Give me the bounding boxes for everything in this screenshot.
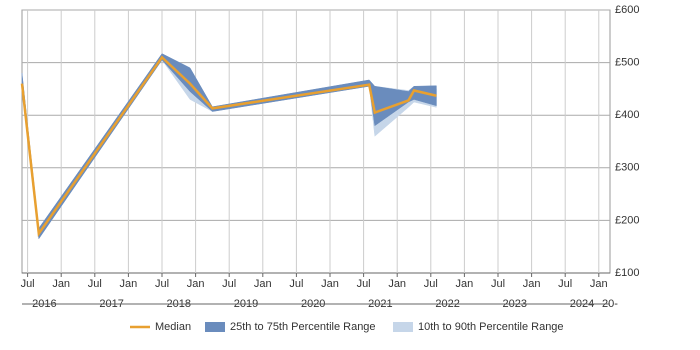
x-year-label: 20- [602, 298, 618, 310]
legend-swatch [205, 322, 225, 332]
x-tick-label: Jan [120, 278, 138, 290]
percentile-band [21, 53, 437, 240]
y-tick-label: £100 [615, 267, 639, 279]
x-tick-label: Jan [321, 278, 339, 290]
x-tick-label: Jul [155, 278, 169, 290]
x-tick-label: Jan [456, 278, 474, 290]
x-tick-label: Jul [357, 278, 371, 290]
x-tick-label: Jul [289, 278, 303, 290]
legend-swatch [393, 322, 413, 332]
legend-label: 25th to 75th Percentile Range [230, 321, 376, 333]
x-tick-label: Jan [52, 278, 70, 290]
x-tick-label: Jul [21, 278, 35, 290]
x-tick-label: Jan [388, 278, 406, 290]
x-tick-label: Jul [222, 278, 236, 290]
x-tick-label: Jan [590, 278, 608, 290]
median-line [20, 55, 437, 237]
y-tick-label: £300 [615, 162, 639, 174]
x-tick-label: Jan [523, 278, 541, 290]
y-tick-label: £600 [615, 4, 639, 16]
x-tick-label: Jul [491, 278, 505, 290]
x-tick-label: Jul [558, 278, 572, 290]
y-tick-label: £400 [615, 109, 639, 121]
plot-area [21, 9, 611, 274]
y-tick-label: £200 [615, 214, 639, 226]
x-tick-label: Jul [424, 278, 438, 290]
legend-label: 10th to 90th Percentile Range [418, 321, 564, 333]
y-tick-label: £500 [615, 57, 639, 69]
x-tick-label: Jan [187, 278, 205, 290]
x-tick-label: Jan [254, 278, 272, 290]
legend-label: Median [155, 321, 191, 333]
x-tick-label: Jul [88, 278, 102, 290]
